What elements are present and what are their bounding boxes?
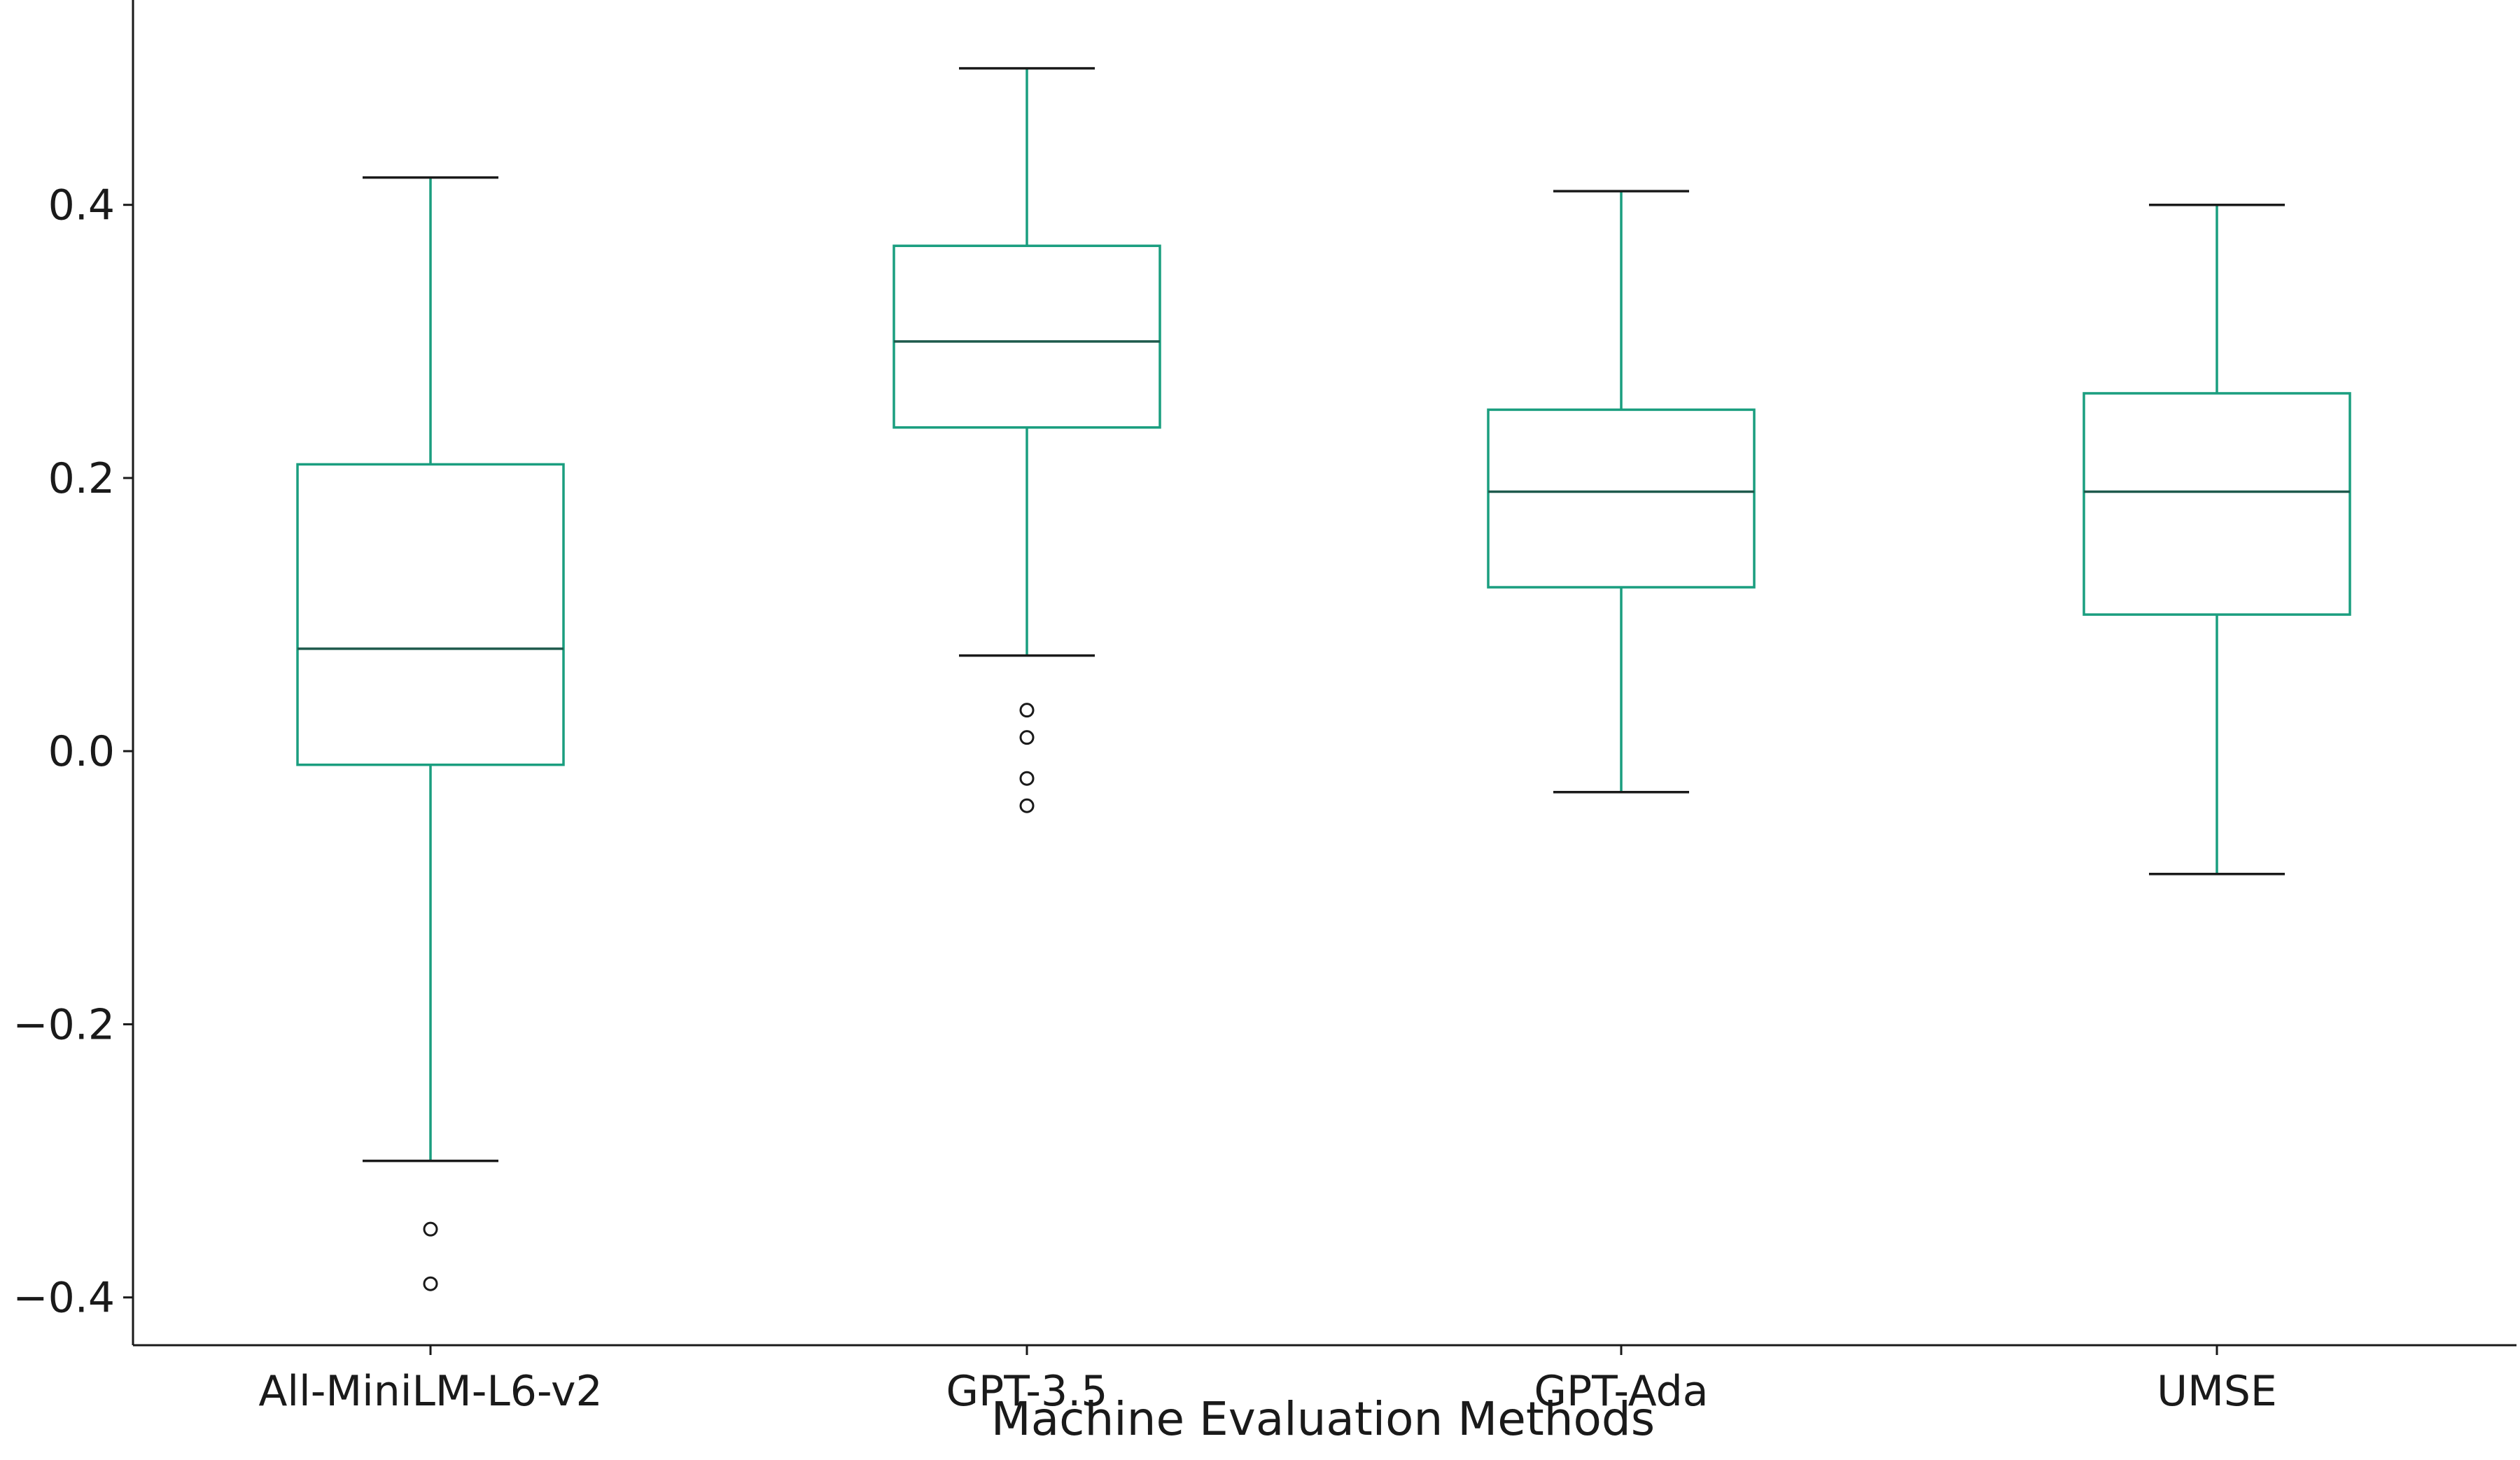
y-tick-label: 0.2 bbox=[48, 454, 115, 503]
iqr-box bbox=[1487, 408, 1756, 589]
axes: All-MiniLM-L6-v2 GPT-3.5 GPT-Ada UMSE −0.4 −0… bbox=[13, 0, 2516, 1416]
outlier-point bbox=[1019, 771, 1035, 786]
y-tick-label: −0.2 bbox=[13, 1000, 115, 1049]
x-tick-label: All-MiniLM-L6-v2 bbox=[258, 1367, 602, 1416]
outlier-point bbox=[423, 1276, 438, 1291]
iqr-box bbox=[2082, 392, 2351, 616]
box-group bbox=[892, 66, 1161, 813]
y-tick-label: 0.0 bbox=[48, 727, 115, 776]
outlier-point bbox=[423, 1221, 438, 1237]
outlier-point bbox=[1019, 730, 1035, 745]
box-group bbox=[2082, 203, 2351, 876]
outlier-point bbox=[1019, 703, 1035, 718]
x-tick-label: GPT-Ada bbox=[1534, 1367, 1709, 1416]
iqr-box bbox=[892, 244, 1161, 429]
y-tick-label: −0.4 bbox=[13, 1274, 115, 1323]
y-tick-label: 0.4 bbox=[48, 181, 115, 230]
x-axis-title: Machine Evaluation Methods bbox=[991, 1392, 1655, 1446]
box-group bbox=[1487, 190, 1756, 794]
x-tick-label: UMSE bbox=[2157, 1367, 2277, 1416]
outlier-point bbox=[1019, 798, 1035, 813]
box-group bbox=[296, 176, 565, 1291]
iqr-box bbox=[296, 463, 565, 766]
x-tick-label: GPT-3.5 bbox=[946, 1367, 1108, 1416]
plot-marks bbox=[296, 66, 2351, 1291]
